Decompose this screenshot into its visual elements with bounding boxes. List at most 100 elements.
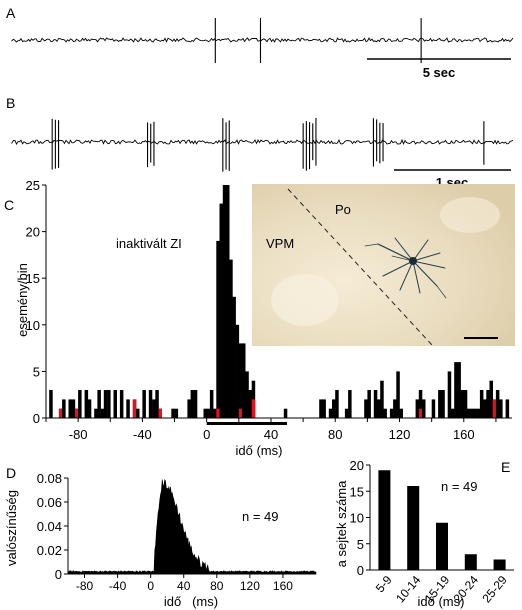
panel-c-bar [399,408,403,418]
panel-c-bar [383,408,387,418]
panel-c-y-tick-label: 25 [26,178,40,193]
panel-e-x-tick-label: 5-9 [373,573,395,596]
panel-c-bar [209,390,214,418]
panel-c-bar [142,390,146,418]
panel-d-distribution: 0 0.02 0.04 0.06 0.08 -80 -40 0 40 80 120 160 [37,471,317,593]
panel-c-xlabel: idő (ms) [236,443,283,458]
panel-d-y-tick-label: 0.06 [37,495,62,510]
panel-c-bar [193,390,198,418]
panel-c-bar-highlight [132,399,137,418]
panel-c-bar [367,390,371,418]
panel-c-y-tick-label: 0 [33,411,40,426]
panel-c-bar [94,408,98,418]
panel-c-bar [87,399,92,418]
panel-c-bar [171,408,175,418]
inset-vpm-label: VPM [266,236,294,251]
panel-c-bar [483,399,487,418]
panel-c-bar [68,399,72,418]
panel-c-bar [364,399,368,418]
panel-c-bar [473,408,477,418]
panel-c-bar-highlight [492,399,497,418]
panel-a-noise [11,37,514,43]
panel-c-x-tick-label: 120 [389,427,411,442]
panel-c-bar [470,408,474,418]
panel-c-bar [78,390,82,418]
panel-c-bar [486,390,490,418]
panel-c-bar [119,390,124,418]
panel-c-bar [100,408,105,418]
panel-c-bar-highlight [418,408,423,418]
panel-d-y-tick-label: 0 [55,567,62,582]
panel-c-bar [389,408,394,418]
panel-c-bar [460,390,465,418]
panel-c-bar [415,399,420,418]
panel-c-bar [235,324,240,418]
panel-c-bar [489,380,493,418]
panel-c-bar [377,399,381,418]
neuron-cell [364,237,447,299]
panel-c-bar [245,371,249,418]
panel-c-bar [344,408,349,418]
panel-e-y-tick-label: 10 [350,511,364,526]
panel-e-xlabel: idő (ms) [418,594,465,609]
panel-c-bar [84,390,89,418]
panel-b-noise [11,138,514,145]
panel-e-bar [493,559,506,570]
panel-c-annotation: inaktivált ZI [116,236,182,251]
panel-e-y-tick-label: 15 [350,484,364,499]
panel-c-bar [107,390,111,418]
panel-c-stimulus-bar [206,422,288,425]
panel-c-bar [226,185,230,418]
panel-c-bar [126,399,130,418]
inset-micrograph: VPM Po [252,184,515,346]
panel-e-y-tick-label: 0 [357,563,364,578]
panel-d-n-label: n = 49 [242,509,279,524]
panel-c-bar [148,390,153,418]
panel-e-n-label: n = 49 [441,479,478,494]
panel-e-ylabel: a sejtek száma [334,480,349,567]
panel-c-x-tick-label: 160 [453,427,475,442]
panel-c-bar [319,399,323,418]
panel-c-bar [190,390,195,418]
panel-c-bar [283,408,288,418]
panel-d-xlabel: idő (ms) [164,594,218,609]
panel-c-bar [103,390,108,418]
panel-c-bar [328,408,333,418]
panel-c-bar [499,399,503,418]
panel-c-x-tick-label: 0 [203,427,210,442]
panel-d-x-tick-label: -80 [76,579,94,593]
panel-c-bar [447,371,452,418]
panel-d-ylabel: valószínűség [4,490,19,566]
panel-c-bar [476,408,481,418]
panel-d-label: D [6,465,16,481]
panel-c-bar [216,240,220,418]
panel-c-bar [335,390,339,418]
panel-c-bar [479,390,484,418]
panel-c-bar [248,390,252,418]
panel-c-bar [393,399,397,418]
panel-c-bar [203,408,207,418]
panel-d-x-tick-label: 120 [240,579,260,593]
panel-c-bar-highlight [158,408,162,418]
panel-e-bar [378,470,391,570]
panel-d-x-tick-label: 80 [210,579,224,593]
panel-c-bar [97,390,101,418]
panel-c-bar [49,390,53,418]
panel-c-bar [206,408,211,418]
panel-c-bar [232,296,236,418]
panel-c-bar [441,390,445,418]
panel-c-x-tick-label: -80 [69,427,88,442]
panel-c-bar-highlight [58,408,63,418]
panel-c-y-tick-label: 5 [33,364,40,379]
panel-d-x-tick-label: 160 [273,579,293,593]
panel-d-y-tick-label: 0.02 [37,543,62,558]
panel-c-bar [380,380,384,418]
panel-c-ylabel: esemény/bin [15,263,30,337]
panel-e-x-tick-label: 25-29 [479,573,510,606]
panel-c-bar [251,380,256,418]
panel-c-bar [71,399,76,418]
panel-c-x-tick-label: -40 [133,427,152,442]
panel-c-y-tick-label: 20 [26,225,40,240]
panel-c-bar [222,185,227,418]
